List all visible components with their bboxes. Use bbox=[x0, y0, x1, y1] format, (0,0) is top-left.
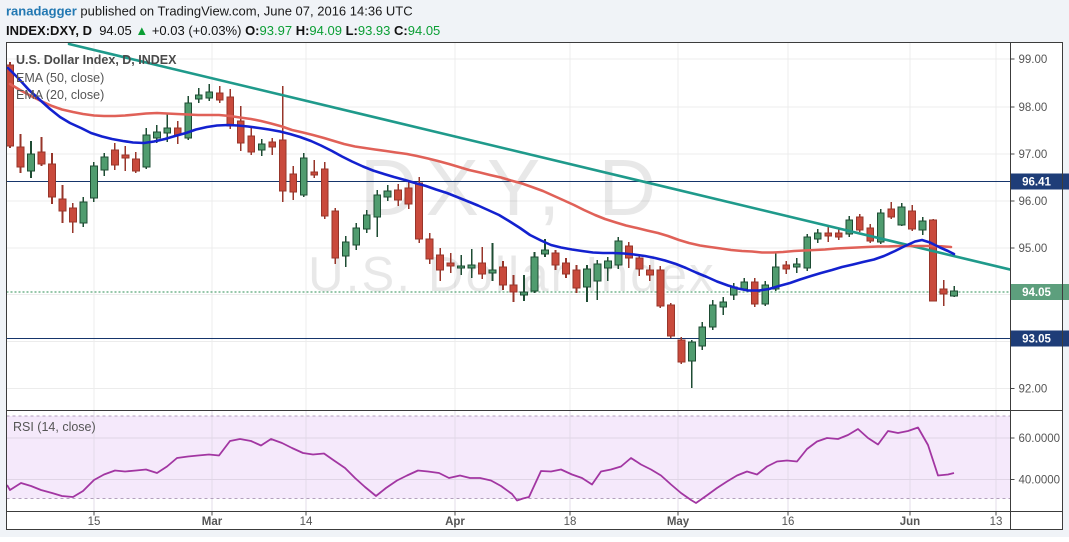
svg-text:Apr: Apr bbox=[445, 516, 465, 528]
svg-text:98.00: 98.00 bbox=[1019, 102, 1048, 114]
svg-text:97.00: 97.00 bbox=[1019, 149, 1048, 161]
svg-text:15: 15 bbox=[88, 516, 101, 528]
svg-text:92.00: 92.00 bbox=[1019, 384, 1048, 396]
svg-text:40.0000: 40.0000 bbox=[1019, 475, 1061, 487]
svg-text:93.05: 93.05 bbox=[1022, 334, 1051, 346]
svg-text:Jun: Jun bbox=[900, 516, 920, 528]
svg-text:14: 14 bbox=[300, 516, 313, 528]
svg-text:U.S. Dollar Index, D, INDEX: U.S. Dollar Index, D, INDEX bbox=[16, 53, 177, 67]
svg-text:99.00: 99.00 bbox=[1019, 54, 1048, 66]
svg-text:INDEX:DXY, D 94.05 ▲ +0.03 (+: INDEX:DXY, D 94.05 ▲ +0.03 (+0.03%) O:93… bbox=[6, 23, 440, 38]
svg-text:EMA (50, close): EMA (50, close) bbox=[16, 71, 104, 85]
svg-text:18: 18 bbox=[564, 516, 577, 528]
svg-text:U.S. Dollar Index: U.S. Dollar Index bbox=[308, 248, 716, 302]
svg-text:ranadagger published on Tradin: ranadagger published on TradingView.com,… bbox=[6, 4, 413, 19]
svg-text:EMA (20, close): EMA (20, close) bbox=[16, 88, 104, 102]
svg-text:96.41: 96.41 bbox=[1022, 177, 1051, 189]
svg-text:96.00: 96.00 bbox=[1019, 196, 1048, 208]
svg-text:13: 13 bbox=[990, 516, 1003, 528]
svg-text:94.05: 94.05 bbox=[1022, 287, 1051, 299]
svg-text:60.0000: 60.0000 bbox=[1019, 433, 1061, 445]
svg-text:95.00: 95.00 bbox=[1019, 243, 1048, 255]
svg-text:Mar: Mar bbox=[202, 516, 223, 528]
svg-text:May: May bbox=[667, 516, 690, 528]
svg-text:16: 16 bbox=[782, 516, 795, 528]
svg-text:RSI (14, close): RSI (14, close) bbox=[13, 420, 96, 434]
